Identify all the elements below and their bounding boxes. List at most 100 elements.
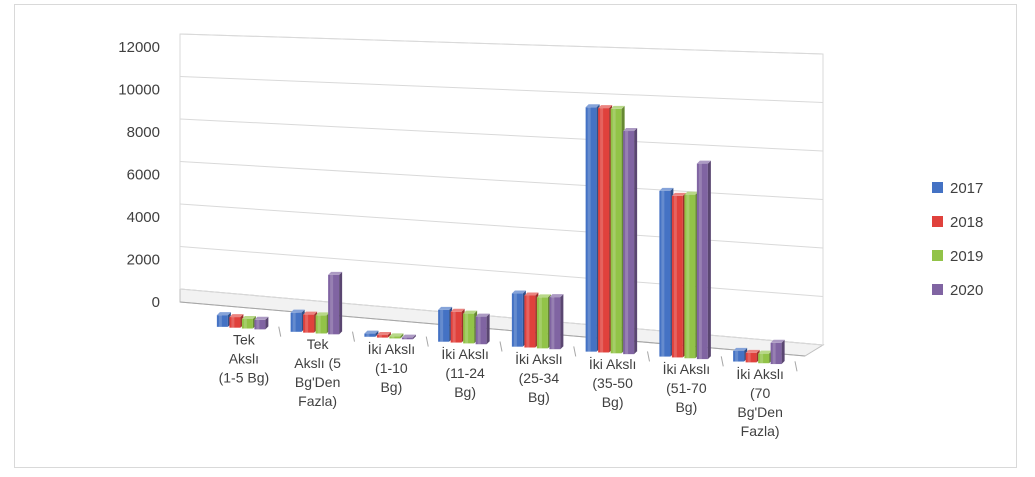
bar-highlight bbox=[305, 314, 309, 333]
bar bbox=[671, 192, 686, 358]
bar-side bbox=[265, 316, 269, 330]
bar bbox=[536, 294, 551, 349]
bar-top bbox=[549, 294, 564, 298]
bar-side bbox=[400, 333, 404, 339]
bar-side bbox=[387, 332, 391, 338]
bar-highlight bbox=[391, 336, 395, 339]
bar-top bbox=[463, 310, 478, 314]
bar-highlight bbox=[243, 318, 247, 329]
bar-top bbox=[254, 316, 269, 320]
x-tick-label: Tek Akslı (1-5 Bg) bbox=[219, 331, 270, 385]
bar-highlight bbox=[625, 131, 629, 355]
legend-item: 2020 bbox=[932, 282, 983, 299]
y-tick-label: 10000 bbox=[118, 82, 160, 99]
x-tick-mark bbox=[720, 356, 724, 367]
bar-top bbox=[511, 290, 526, 294]
bar-top bbox=[671, 192, 686, 196]
bar-front bbox=[659, 190, 671, 357]
gridline bbox=[179, 246, 824, 297]
gridline bbox=[179, 161, 824, 200]
bar-top bbox=[364, 330, 379, 334]
bar-highlight bbox=[686, 194, 690, 359]
bar bbox=[549, 294, 564, 350]
x-tick-mark bbox=[425, 336, 429, 347]
bar-highlight bbox=[760, 353, 764, 364]
bar-highlight bbox=[477, 316, 481, 345]
bar-top bbox=[770, 339, 785, 343]
bar-highlight bbox=[698, 163, 702, 360]
x-tick-label: Tek Akslı (5 Bg'Den Fazla) bbox=[294, 336, 341, 409]
bar bbox=[463, 310, 478, 344]
bar bbox=[659, 187, 674, 357]
x-tick-label: İki Akslı (1-10 Bg) bbox=[368, 340, 415, 395]
bar-top bbox=[598, 105, 613, 109]
bar-front bbox=[696, 163, 708, 360]
bar-front bbox=[549, 297, 561, 350]
bar-front bbox=[254, 319, 266, 330]
x-tick-label: İki Akslı (51-70 Bg) bbox=[663, 360, 710, 415]
bar bbox=[401, 334, 416, 340]
bar bbox=[745, 349, 760, 363]
bar-top bbox=[475, 313, 490, 317]
bar-front bbox=[315, 315, 327, 334]
bar-top bbox=[401, 334, 416, 338]
bar-top bbox=[733, 347, 748, 351]
bar-front bbox=[328, 274, 340, 335]
bar-front bbox=[389, 336, 401, 339]
bar-top bbox=[684, 191, 699, 195]
bar bbox=[241, 315, 256, 329]
bar-front bbox=[733, 350, 745, 362]
bar-top bbox=[303, 311, 318, 315]
bar-top bbox=[290, 309, 305, 313]
bar-highlight bbox=[600, 108, 604, 353]
bar-highlight bbox=[465, 313, 469, 344]
bar-top bbox=[623, 128, 638, 132]
bar bbox=[733, 347, 748, 362]
bar-top bbox=[438, 306, 453, 310]
legend-swatch bbox=[932, 182, 943, 193]
bar bbox=[364, 330, 379, 337]
bar bbox=[216, 312, 231, 327]
bar-top bbox=[659, 187, 674, 191]
bar bbox=[254, 316, 269, 330]
bar-front bbox=[450, 311, 462, 343]
gridline bbox=[179, 203, 824, 249]
bar-top bbox=[610, 105, 625, 109]
bar-side bbox=[339, 271, 343, 335]
bar-top bbox=[389, 333, 404, 337]
bar bbox=[585, 104, 600, 352]
bar bbox=[684, 191, 699, 359]
gridline bbox=[179, 33, 824, 55]
bar-highlight bbox=[673, 195, 677, 358]
bar-front bbox=[401, 337, 413, 340]
bar-highlight bbox=[661, 190, 665, 357]
bar-top bbox=[745, 349, 760, 353]
x-tick-mark bbox=[794, 361, 798, 372]
y-tick-label: 2000 bbox=[127, 252, 160, 269]
bar-front bbox=[303, 314, 315, 333]
bar bbox=[623, 128, 638, 355]
bar-side bbox=[486, 313, 490, 345]
y-tick-label: 8000 bbox=[127, 124, 160, 141]
bar-front bbox=[364, 333, 376, 337]
bar-highlight bbox=[330, 274, 334, 335]
gridline bbox=[179, 76, 824, 103]
x-tick-mark bbox=[352, 331, 355, 342]
legend-label: 2019 bbox=[950, 248, 983, 265]
bar-top bbox=[216, 312, 231, 316]
bar-highlight bbox=[513, 293, 517, 347]
bar-highlight bbox=[526, 295, 530, 348]
bar-front bbox=[475, 316, 487, 345]
bar bbox=[598, 105, 613, 353]
bar-highlight bbox=[403, 337, 407, 340]
legend-item: 2019 bbox=[932, 248, 983, 265]
y-tick-label: 6000 bbox=[127, 167, 160, 184]
bar bbox=[758, 350, 773, 364]
bar-highlight bbox=[587, 107, 591, 352]
y-tick-label: 0 bbox=[152, 294, 160, 311]
bar-side bbox=[634, 128, 638, 355]
bar-front bbox=[684, 194, 696, 359]
bar-front bbox=[623, 131, 635, 355]
bar bbox=[696, 160, 711, 360]
bar-front bbox=[376, 335, 388, 338]
